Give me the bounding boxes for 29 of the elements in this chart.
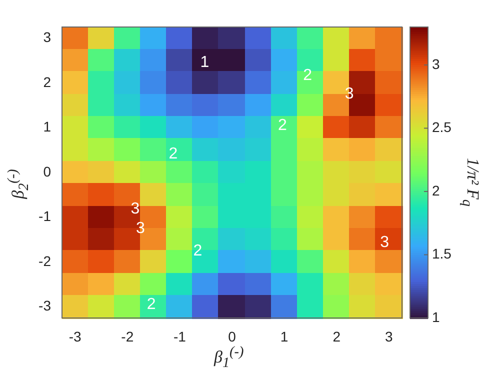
annotation: 3: [130, 200, 140, 218]
annotation: 2: [168, 145, 178, 162]
annotation: 2: [193, 242, 202, 260]
y-tick-label: 3: [43, 29, 52, 46]
y-tick-label: -1: [38, 208, 52, 224]
color-bar-label: 1.5: [432, 246, 452, 262]
annotation: 3: [344, 86, 354, 103]
annotation: 1: [200, 54, 210, 71]
y-tick-label: -3: [38, 298, 52, 314]
y-tick-label: -2: [38, 252, 52, 269]
annotation: 3: [380, 234, 390, 251]
color-bar-label: 2: [432, 182, 440, 198]
color-bar-label: 1: [432, 308, 440, 325]
annotation: 2: [146, 296, 156, 313]
y-tick-label: 0: [43, 163, 52, 180]
color-bar-label: 3: [432, 56, 440, 72]
y-tick-label: 1: [43, 118, 52, 135]
x-tick-label: 3: [385, 328, 394, 344]
x-tick-label: -2: [121, 328, 134, 344]
x-tick-label: -1: [173, 328, 186, 344]
x-tick-label: 2: [332, 328, 341, 344]
annotation: 2: [303, 66, 312, 84]
x-tick-label: 1: [280, 328, 288, 344]
x-tick-label: 0: [228, 328, 236, 344]
y-tick-label: 2: [43, 74, 52, 90]
color-bar-label: 2.5: [432, 119, 452, 136]
x-tick-label: -3: [68, 328, 82, 344]
annotation: 3: [136, 220, 146, 237]
annotation: 2: [278, 116, 287, 134]
